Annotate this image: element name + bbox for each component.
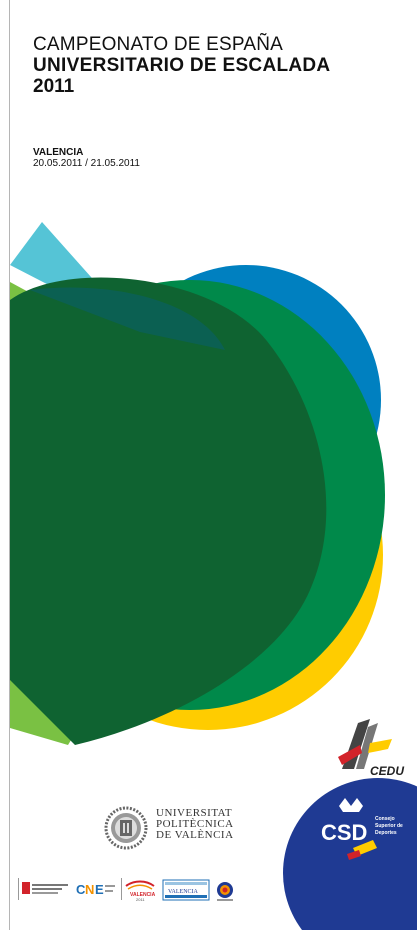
upv-seal-icon — [104, 806, 148, 850]
upv-wordmark: UNIVERSITAT POLITÈCNICA DE VALÈNCIA — [156, 808, 234, 841]
svg-text:E: E — [95, 882, 104, 897]
sponsor-logos-row: C N E VALENCIA 2011 VALENCIA — [18, 878, 233, 902]
svg-text:C: C — [76, 882, 86, 897]
svg-text:VALENCIA: VALENCIA — [168, 889, 199, 895]
cedu-wordmark: CEDU — [370, 764, 404, 778]
upv-line-1: UNIVERSITAT — [156, 807, 233, 819]
sponsor-divider-2 — [121, 878, 122, 900]
svg-text:2011: 2011 — [136, 897, 145, 902]
dark-green-shape — [10, 277, 327, 745]
svg-text:N: N — [85, 882, 94, 897]
cedu-yellow-mark — [368, 739, 392, 753]
valencia-2011-logo: VALENCIA 2011 — [125, 880, 156, 902]
csd-text-1: Consejo — [375, 816, 395, 822]
sponsor-divider-1 — [18, 878, 19, 900]
upv-line-3: DE VALÈNCIA — [156, 829, 234, 841]
diputacion-valencia-logo: VALENCIA — [162, 879, 210, 901]
title-line-3: 2011 — [33, 76, 75, 97]
title-block: CAMPEONATO DE ESPAÑA UNIVERSITARIO DE ES… — [33, 34, 330, 98]
csd-red-flag-mark — [347, 850, 361, 860]
title-line-1: CAMPEONATO DE ESPAÑA — [33, 34, 283, 55]
csd-text-3: Deportes — [375, 830, 397, 836]
cne-logo: C N E — [76, 882, 115, 897]
cedu-stroke-2 — [356, 723, 378, 769]
upv-line-2: POLITÈCNICA — [156, 818, 234, 830]
cedu-logo: CEDU — [338, 719, 404, 778]
csd-text-2: Superior de — [375, 823, 403, 829]
event-dates: 20.05.2011 / 21.05.2011 — [33, 158, 140, 169]
csd-wordmark: CSD — [321, 820, 367, 845]
abstract-shapes-artwork — [10, 222, 385, 745]
event-city: VALENCIA — [33, 147, 84, 158]
title-line-2: UNIVERSITARIO DE ESCALADA — [33, 55, 331, 76]
csd-logo: CSD Consejo Superior de Deportes — [283, 778, 417, 930]
svg-text:VALENCIA: VALENCIA — [130, 892, 156, 898]
partner-emblem-logo — [217, 882, 233, 901]
crown-icon — [339, 798, 363, 812]
overlap-tint-shape — [30, 287, 225, 350]
generalitat-logo — [22, 882, 68, 894]
cedu-red-mark — [338, 745, 362, 765]
